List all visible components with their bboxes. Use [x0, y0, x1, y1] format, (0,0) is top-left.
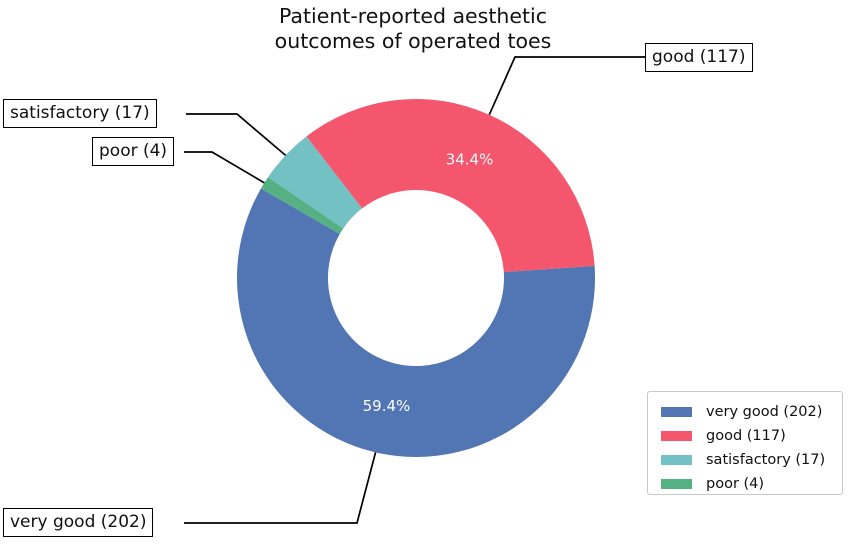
chart-title-line2: outcomes of operated toes [274, 29, 552, 53]
leader-line-good [488, 56, 645, 116]
legend-swatch-satisfactory [661, 455, 692, 465]
pct-label-good: 34.4% [446, 150, 494, 168]
callout-satisfactory: satisfactory (17) [3, 99, 157, 128]
legend-label-good: good (117) [706, 428, 786, 444]
legend-item-satisfactory: satisfactory (17) [661, 448, 842, 472]
pct-label-very-good: 59.4% [363, 397, 411, 415]
slice-very-good [236, 188, 596, 457]
callout-good: good (117) [645, 43, 753, 72]
legend-item-very-good: very good (202) [661, 400, 842, 424]
legend-label-very-good: very good (202) [706, 404, 823, 420]
leader-line-satisfactory [186, 113, 287, 157]
slice-satisfactory [268, 136, 363, 229]
legend-swatch-poor [661, 479, 692, 489]
legend-label-satisfactory: satisfactory (17) [706, 452, 826, 468]
legend-item-poor: poor (4) [661, 472, 842, 496]
legend-label-poor: poor (4) [706, 476, 765, 492]
legend-swatch-very-good [661, 407, 692, 417]
legend-item-good: good (117) [661, 424, 842, 448]
legend-swatch-good [661, 431, 692, 441]
slice-good [306, 98, 595, 273]
callout-poor: poor (4) [92, 137, 175, 166]
leader-line-poor [184, 151, 265, 184]
leader-line-very-good [184, 452, 377, 524]
slice-poor [260, 177, 344, 234]
chart-title-line1: Patient-reported aesthetic [278, 4, 548, 28]
callout-very-good: very good (202) [3, 508, 154, 537]
legend: very good (202) good (117) satisfactory … [647, 391, 843, 495]
chart-title: Patient-reported aesthetic outcomes of o… [275, 4, 552, 54]
